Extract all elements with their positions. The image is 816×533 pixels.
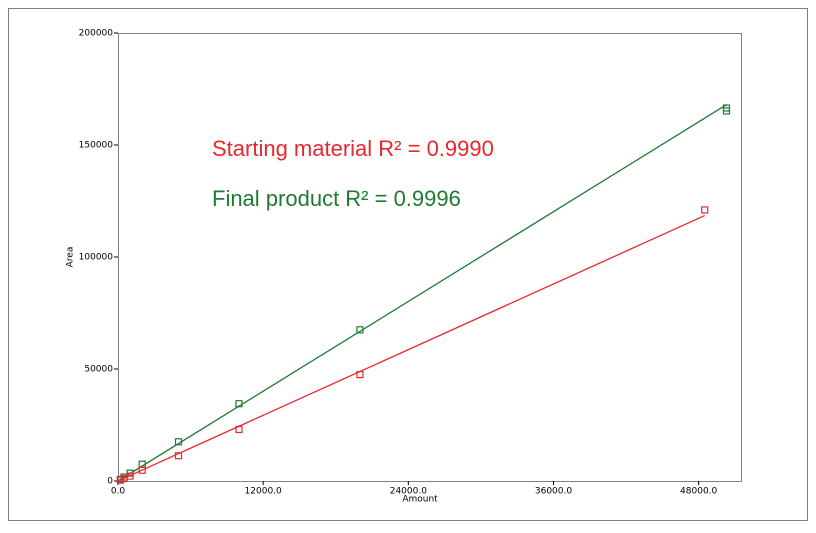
x-tick-label: 48000.0 — [680, 487, 717, 497]
y-tick-label: 150000 — [79, 141, 114, 151]
marker — [138, 466, 146, 474]
annotation: Final product R² = 0.9996 — [212, 186, 461, 211]
fit-line — [117, 104, 727, 482]
marker — [174, 438, 183, 446]
fit-line — [117, 214, 705, 482]
marker — [174, 452, 183, 460]
y-tick-label: 50000 — [84, 365, 113, 375]
marker — [356, 371, 364, 379]
x-axis-label: Amount — [402, 495, 438, 505]
y-tick-label: 100000 — [79, 253, 114, 263]
x-tick-label: 0.0 — [111, 487, 126, 497]
marker — [235, 400, 243, 408]
marker — [356, 326, 364, 334]
y-tick-label: 0 — [107, 477, 113, 487]
frame — [8, 8, 808, 521]
marker — [126, 472, 134, 480]
marker — [116, 476, 125, 484]
y-tick-label: 200000 — [79, 29, 114, 39]
y-axis-label: Area — [66, 247, 76, 268]
x-tick-label: 24000.0 — [390, 487, 427, 497]
marker — [701, 206, 709, 214]
marker — [235, 425, 243, 434]
x-tick-label: 12000.0 — [245, 487, 282, 497]
annotation: Starting material R² = 0.9990 — [212, 136, 494, 161]
x-tick-label: 36000.0 — [535, 487, 572, 497]
marker — [722, 107, 731, 115]
plot-area — [118, 33, 742, 482]
